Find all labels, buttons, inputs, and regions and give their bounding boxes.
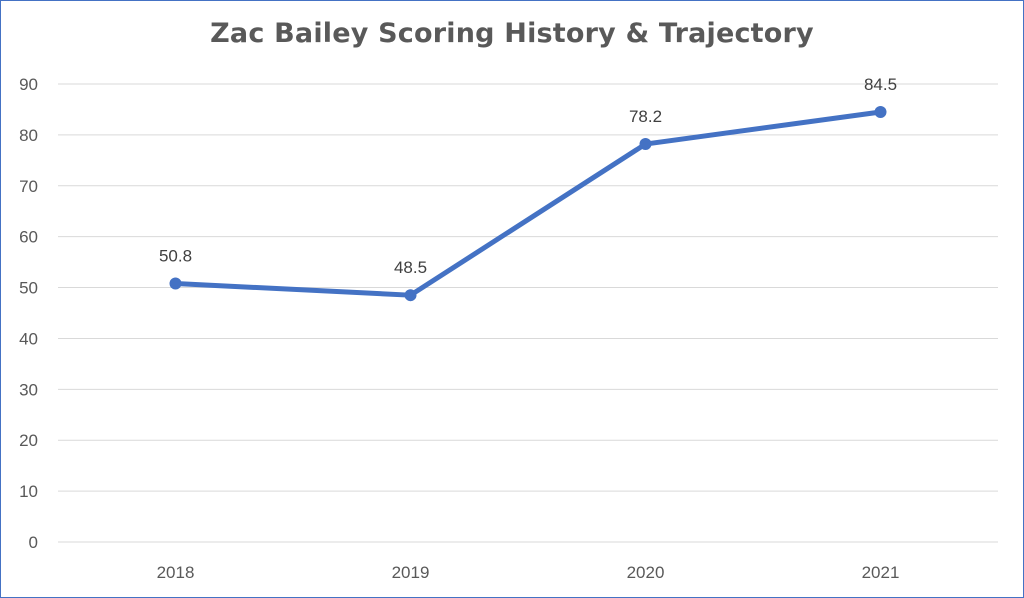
- y-axis-ticks: 0 10 20 30 40 50 60 70 80 90: [19, 75, 38, 552]
- x-tick-label-2021: 2021: [862, 563, 900, 582]
- gridlines: [58, 83, 998, 543]
- y-tick-label-30: 30: [19, 380, 38, 399]
- y-tick-label-40: 40: [19, 329, 38, 348]
- y-tick-label-60: 60: [19, 228, 38, 247]
- chart-title: Zac Bailey Scoring History & Trajectory: [210, 18, 814, 49]
- x-tick-label-2020: 2020: [627, 563, 665, 582]
- y-tick-label-20: 20: [19, 431, 38, 450]
- x-tick-label-2018: 2018: [157, 563, 195, 582]
- data-point-2019: [404, 289, 417, 302]
- data-point-2018: [169, 277, 182, 290]
- x-tick-label-2019: 2019: [392, 563, 430, 582]
- data-labels: 50.8 48.5 78.2 84.5: [159, 75, 897, 277]
- y-tick-label-80: 80: [19, 126, 38, 145]
- data-point-2020: [639, 138, 652, 151]
- data-label-2021: 84.5: [864, 75, 897, 94]
- x-axis-ticks: 2018 2019 2020 2021: [157, 563, 900, 582]
- y-tick-label-10: 10: [19, 482, 38, 501]
- y-tick-label-90: 90: [19, 75, 38, 94]
- series-line-0: [173, 109, 883, 298]
- data-label-2018: 50.8: [159, 246, 192, 265]
- data-label-2019: 48.5: [394, 258, 427, 277]
- data-point-2021: [874, 105, 887, 118]
- series-line-group: [173, 109, 883, 298]
- y-tick-label-70: 70: [19, 177, 38, 196]
- y-tick-label-50: 50: [19, 279, 38, 298]
- data-label-2020: 78.2: [629, 107, 662, 126]
- y-tick-label-0: 0: [29, 533, 38, 552]
- data-points: [169, 105, 887, 302]
